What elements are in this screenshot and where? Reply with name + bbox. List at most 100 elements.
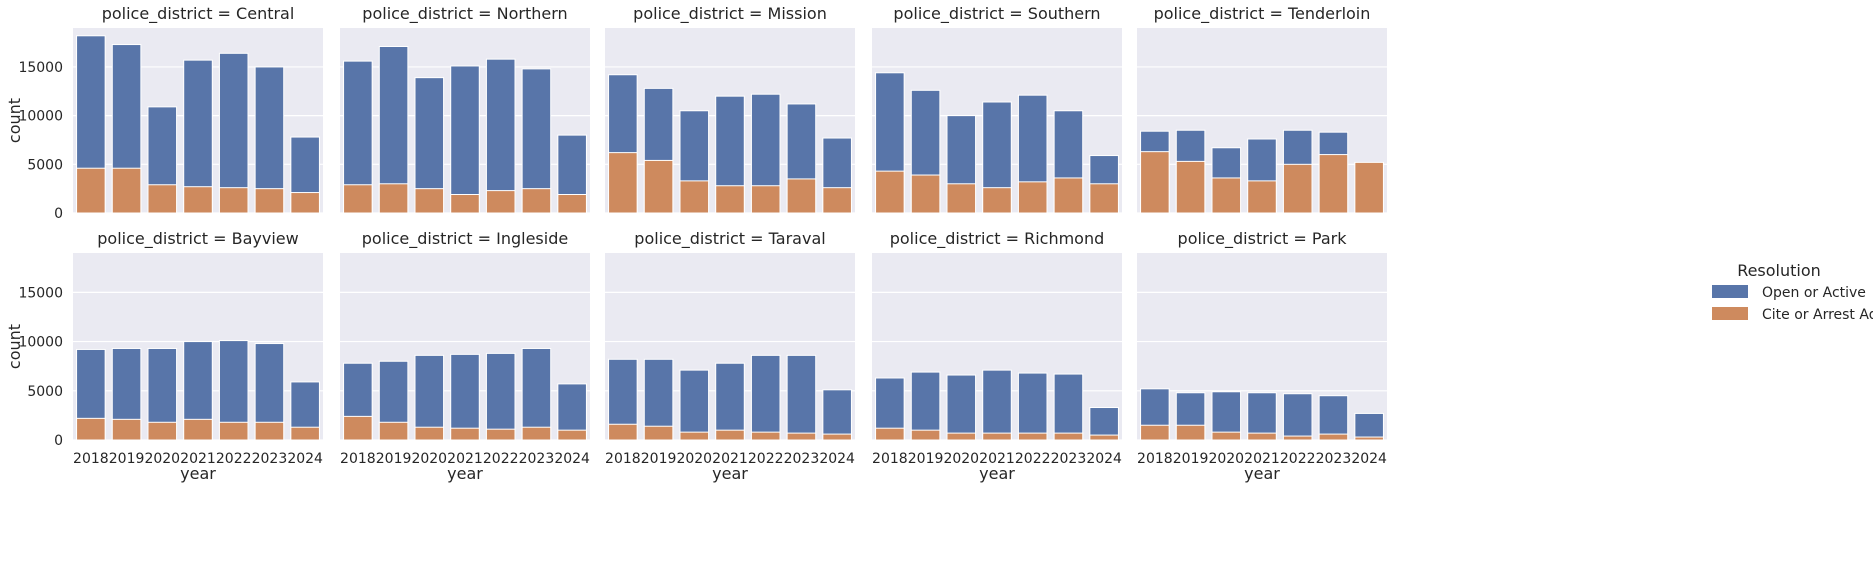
legend-title: Resolution — [1737, 261, 1821, 280]
facet-title: police_district = Park — [1178, 229, 1348, 249]
bar-cite-or-arrest-adult-2018 — [875, 427, 905, 441]
facet-southern: police_district = Southern — [872, 4, 1122, 214]
bar-open-or-active-2020 — [946, 374, 977, 441]
bar-cite-or-arrest-adult-2023 — [786, 432, 817, 441]
bar-cite-or-arrest-adult-2020 — [1211, 431, 1242, 441]
series-cite-or-arrest-adult — [875, 170, 1119, 214]
facet-tenderloin: police_district = Tenderloin — [1137, 4, 1387, 214]
bar-cite-or-arrest-adult-2024 — [822, 433, 852, 441]
bar-cite-or-arrest-adult-2018 — [76, 417, 106, 441]
bar-open-or-active-2023 — [1053, 373, 1084, 441]
x-tick-label: 2018 — [1137, 451, 1173, 467]
x-tick-label: 2019 — [1173, 451, 1209, 467]
x-tick-label: 2021 — [447, 451, 483, 467]
bar-cite-or-arrest-adult-2018 — [343, 184, 373, 214]
bar-open-or-active-2022 — [1282, 393, 1313, 441]
bar-cite-or-arrest-adult-2022 — [1282, 435, 1313, 441]
bar-cite-or-arrest-adult-2022 — [218, 187, 249, 214]
y-tick-label: 5000 — [27, 157, 63, 173]
y-tick-label: 15000 — [18, 60, 63, 76]
bar-cite-or-arrest-adult-2020 — [679, 180, 710, 214]
bar-open-or-active-2021 — [450, 65, 480, 214]
series-cite-or-arrest-adult — [343, 183, 587, 214]
series-cite-or-arrest-adult — [1140, 424, 1384, 441]
bar-cite-or-arrest-adult-2021 — [183, 186, 213, 214]
bar-cite-or-arrest-adult-2023 — [786, 178, 817, 214]
bar-cite-or-arrest-adult-2019 — [643, 425, 674, 441]
x-tick-label: 2024 — [554, 451, 590, 467]
x-tick-label: 2022 — [483, 451, 519, 467]
facet-title: police_district = Mission — [633, 4, 827, 24]
bar-cite-or-arrest-adult-2021 — [982, 432, 1012, 441]
bar-cite-or-arrest-adult-2023 — [521, 426, 552, 441]
facet-title: police_district = Richmond — [890, 229, 1105, 249]
y-tick-label: 0 — [54, 433, 63, 449]
bar-cite-or-arrest-adult-2022 — [1282, 163, 1313, 214]
bar-cite-or-arrest-adult-2024 — [1089, 183, 1119, 214]
bar-cite-or-arrest-adult-2020 — [414, 188, 445, 214]
x-tick-label: 2018 — [73, 451, 109, 467]
bar-cite-or-arrest-adult-2019 — [111, 167, 142, 214]
facet-title: police_district = Bayview — [97, 229, 298, 249]
facet-title: police_district = Northern — [362, 4, 567, 24]
x-tick-label: 2022 — [748, 451, 784, 467]
bar-open-or-active-2021 — [450, 353, 480, 441]
bar-cite-or-arrest-adult-2024 — [290, 192, 320, 214]
bar-open-or-active-2020 — [679, 369, 710, 441]
bar-cite-or-arrest-adult-2024 — [1089, 434, 1119, 441]
legend: Resolution Open or Active Cite or Arrest… — [1712, 261, 1873, 323]
bar-cite-or-arrest-adult-2024 — [1354, 436, 1384, 441]
bar-cite-or-arrest-adult-2019 — [378, 421, 409, 441]
bar-cite-or-arrest-adult-2019 — [910, 429, 941, 441]
x-axis-label: year — [979, 464, 1015, 483]
facet-title: police_district = Southern — [893, 4, 1100, 24]
legend-swatch-open-or-active — [1712, 285, 1748, 298]
series-cite-or-arrest-adult — [875, 427, 1119, 441]
x-tick-label: 2024 — [287, 451, 323, 467]
x-tick-label: 2021 — [180, 451, 216, 467]
x-tick-label: 2024 — [1351, 451, 1387, 467]
bar-cite-or-arrest-adult-2018 — [343, 415, 373, 441]
x-axis-label: year — [712, 464, 748, 483]
x-tick-label: 2022 — [1015, 451, 1051, 467]
series-open-or-active — [608, 354, 852, 441]
legend-label-open-or-active: Open or Active — [1762, 285, 1866, 301]
bar-cite-or-arrest-adult-2023 — [254, 421, 285, 441]
bar-cite-or-arrest-adult-2020 — [414, 426, 445, 441]
legend-swatch-cite-or-arrest-adult — [1712, 307, 1748, 320]
bar-cite-or-arrest-adult-2022 — [750, 431, 781, 441]
x-tick-label: 2023 — [784, 451, 820, 467]
x-tick-label: 2023 — [252, 451, 288, 467]
x-axis-label: year — [1244, 464, 1280, 483]
x-axis-label: year — [447, 464, 483, 483]
x-tick-label: 2020 — [144, 451, 180, 467]
bar-cite-or-arrest-adult-2023 — [1318, 433, 1349, 441]
x-tick-label: 2023 — [1051, 451, 1087, 467]
bar-cite-or-arrest-adult-2021 — [183, 418, 213, 441]
bar-cite-or-arrest-adult-2019 — [910, 174, 941, 214]
y-axis-label: count — [5, 324, 24, 369]
bar-cite-or-arrest-adult-2020 — [679, 431, 710, 441]
facet-title: police_district = Central — [102, 4, 295, 24]
x-tick-label: 2024 — [1086, 451, 1122, 467]
facet-title: police_district = Ingleside — [362, 229, 568, 249]
x-tick-label: 2021 — [712, 451, 748, 467]
facet-northern: police_district = Northern — [340, 4, 590, 214]
bar-cite-or-arrest-adult-2022 — [1017, 181, 1048, 214]
x-tick-label: 2019 — [376, 451, 412, 467]
y-axis-label: count — [5, 98, 24, 143]
bar-cite-or-arrest-adult-2024 — [1354, 161, 1384, 214]
y-tick-label: 5000 — [27, 384, 63, 400]
bar-cite-or-arrest-adult-2023 — [521, 188, 552, 214]
bar-cite-or-arrest-adult-2023 — [1318, 154, 1349, 214]
series-open-or-active — [343, 46, 587, 214]
series-cite-or-arrest-adult — [608, 152, 852, 214]
series-cite-or-arrest-adult — [608, 423, 852, 441]
bar-cite-or-arrest-adult-2018 — [1140, 424, 1170, 441]
x-tick-label: 2018 — [340, 451, 376, 467]
y-tick-label: 15000 — [18, 285, 63, 301]
bar-cite-or-arrest-adult-2019 — [111, 418, 142, 441]
bar-cite-or-arrest-adult-2020 — [946, 432, 977, 441]
